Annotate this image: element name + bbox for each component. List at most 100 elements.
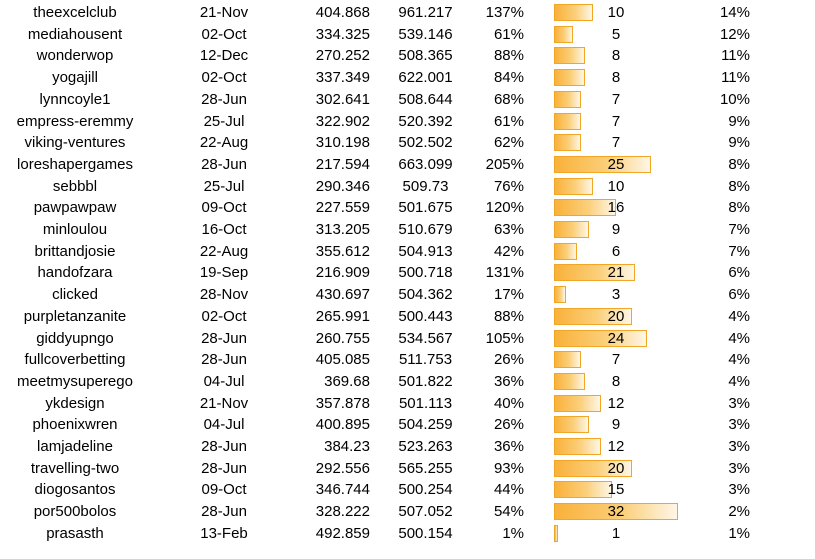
username-cell[interactable]: diogosantos (34, 481, 116, 499)
data-bar-cell[interactable] (554, 67, 680, 89)
data-bar-cell[interactable] (554, 458, 680, 480)
count-cell[interactable]: 32 (607, 503, 625, 521)
count-cell[interactable]: 7 (611, 134, 621, 152)
value1-cell[interactable]: 430.697 (315, 286, 370, 304)
share-cell[interactable]: 11% (721, 69, 750, 87)
share-cell[interactable]: 12% (719, 25, 750, 43)
data-bar-cell[interactable] (554, 241, 680, 263)
value1-cell[interactable]: 322.902 (315, 112, 370, 130)
share-cell[interactable]: 3% (728, 459, 750, 477)
date-cell[interactable]: 28-Jun (201, 155, 247, 173)
data-bar-cell[interactable] (554, 414, 680, 436)
count-cell[interactable]: 10 (607, 177, 625, 195)
username-cell[interactable]: sebbbl (52, 177, 98, 195)
data-bar-cell[interactable] (554, 45, 680, 67)
value2-cell[interactable]: 539.146 (398, 25, 453, 43)
date-cell[interactable]: 02-Oct (201, 25, 247, 43)
date-cell[interactable]: 25-Jul (203, 177, 245, 195)
username-cell[interactable]: lynncoyle1 (39, 90, 111, 108)
share-cell[interactable]: 4% (728, 351, 750, 369)
data-bar-cell[interactable] (554, 306, 680, 328)
data-bar-cell[interactable] (554, 328, 680, 350)
count-cell[interactable]: 8 (611, 47, 621, 65)
value1-cell[interactable]: 260.755 (315, 329, 370, 347)
date-cell[interactable]: 13-Feb (200, 524, 248, 542)
username-cell[interactable]: clicked (52, 286, 98, 304)
value2-cell[interactable]: 663.099 (398, 155, 453, 173)
date-cell[interactable]: 21-Nov (199, 4, 249, 21)
username-cell[interactable]: brittandjosie (34, 242, 116, 260)
percent-cell[interactable]: 205% (485, 155, 524, 173)
value1-cell[interactable]: 346.744 (315, 481, 370, 499)
username-cell[interactable]: ykdesign (45, 394, 105, 412)
percent-cell[interactable]: 62% (493, 134, 524, 152)
date-cell[interactable]: 16-Oct (201, 221, 247, 238)
share-cell[interactable]: 8% (728, 155, 750, 173)
percent-cell[interactable]: 26% (493, 416, 524, 434)
value1-cell[interactable]: 404.868 (315, 4, 370, 21)
data-bar-cell[interactable] (554, 262, 680, 284)
percent-cell[interactable]: 76% (493, 177, 524, 195)
value2-cell[interactable]: 501.113 (398, 394, 453, 412)
data-bar-cell[interactable] (554, 349, 680, 371)
share-cell[interactable]: 1% (728, 524, 750, 542)
username-cell[interactable]: theexcelclub (33, 4, 117, 21)
share-cell[interactable]: 11% (721, 47, 750, 65)
value1-cell[interactable]: 310.198 (315, 134, 370, 152)
date-cell[interactable]: 28-Jun (201, 90, 247, 108)
count-cell[interactable]: 25 (607, 155, 625, 173)
username-cell[interactable]: mediahousent (27, 25, 123, 43)
data-bar-cell[interactable] (554, 154, 680, 176)
value2-cell[interactable]: 501.822 (398, 372, 453, 390)
share-cell[interactable]: 7% (728, 242, 750, 260)
share-cell[interactable]: 8% (728, 177, 750, 195)
share-cell[interactable]: 2% (728, 503, 750, 521)
value2-cell[interactable]: 520.392 (398, 112, 453, 130)
count-cell[interactable]: 16 (607, 199, 625, 217)
value1-cell[interactable]: 405.085 (315, 351, 370, 369)
date-cell[interactable]: 28-Jun (201, 438, 247, 455)
username-cell[interactable]: giddyupngo (36, 329, 114, 347)
date-cell[interactable]: 12-Dec (199, 47, 249, 65)
percent-cell[interactable]: 63% (493, 221, 524, 238)
value2-cell[interactable]: 508.644 (398, 90, 453, 108)
username-cell[interactable]: phoenixwren (32, 416, 118, 434)
value2-cell[interactable]: 534.567 (398, 329, 453, 347)
count-cell[interactable]: 7 (611, 112, 621, 130)
date-cell[interactable]: 04-Jul (203, 372, 245, 390)
value1-cell[interactable]: 217.594 (315, 155, 370, 173)
share-cell[interactable]: 9% (728, 112, 750, 130)
data-bar-cell[interactable] (554, 479, 680, 501)
value1-cell[interactable]: 492.859 (315, 524, 370, 542)
date-cell[interactable]: 28-Jun (201, 329, 247, 347)
count-cell[interactable]: 12 (607, 394, 625, 412)
date-cell[interactable]: 02-Oct (201, 307, 247, 325)
value1-cell[interactable]: 337.349 (315, 69, 370, 87)
count-cell[interactable]: 6 (611, 242, 621, 260)
value1-cell[interactable]: 355.612 (315, 242, 370, 260)
percent-cell[interactable]: 88% (493, 307, 524, 325)
date-cell[interactable]: 19-Sep (199, 264, 249, 282)
value1-cell[interactable]: 216.909 (315, 264, 370, 282)
value2-cell[interactable]: 500.718 (398, 264, 453, 282)
username-cell[interactable]: meetmysuperego (17, 372, 133, 390)
value1-cell[interactable]: 270.252 (315, 47, 370, 65)
value1-cell[interactable]: 227.559 (315, 199, 370, 217)
username-cell[interactable]: por500bolos (33, 503, 117, 521)
percent-cell[interactable]: 105% (485, 329, 524, 347)
data-bar-cell[interactable] (554, 219, 680, 241)
username-cell[interactable]: lamjadeline (37, 438, 113, 455)
username-cell[interactable]: prasasth (46, 524, 104, 542)
percent-cell[interactable]: 137% (485, 4, 524, 21)
data-bar-cell[interactable] (554, 436, 680, 458)
data-bar-cell[interactable] (554, 176, 680, 198)
value2-cell[interactable]: 511.753 (398, 351, 453, 369)
date-cell[interactable]: 28-Jun (201, 503, 247, 521)
value2-cell[interactable]: 504.913 (398, 242, 453, 260)
percent-cell[interactable]: 17% (493, 286, 524, 304)
share-cell[interactable]: 3% (728, 394, 750, 412)
percent-cell[interactable]: 61% (493, 25, 524, 43)
share-cell[interactable]: 7% (728, 221, 750, 238)
value2-cell[interactable]: 622.001 (398, 69, 453, 87)
value1-cell[interactable]: 302.641 (315, 90, 370, 108)
